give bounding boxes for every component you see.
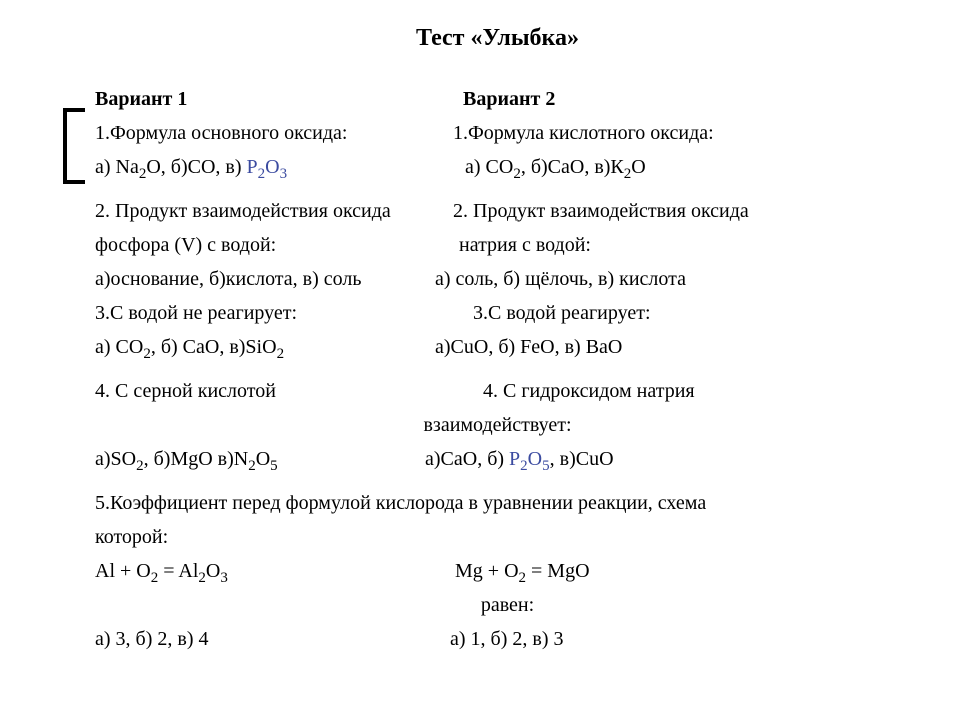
- q1-right-answers: а) CO2, б)CaO, в)К2O: [453, 150, 900, 184]
- q2-right-ans: а) соль, б) щёлочь, в) кислота: [435, 262, 900, 296]
- text: , б)CaO, в)К: [521, 156, 624, 178]
- q1-left-prompt: 1.Формула основного оксида:: [95, 116, 453, 150]
- q5-line2: которой:: [95, 520, 900, 554]
- text: , б)MgO в)N: [144, 448, 249, 470]
- sub: 3: [280, 166, 288, 182]
- q4-right-prompt: 4. С гидроксидом натрия: [453, 374, 900, 408]
- sub: 2: [519, 570, 527, 586]
- q5-text1: 5.Коэффициент перед формулой кислорода в…: [95, 486, 900, 520]
- text: Mg + O: [455, 560, 519, 582]
- sub: 5: [542, 458, 550, 474]
- q2-right-l1: 2. Продукт взаимодействия оксида: [453, 194, 900, 228]
- sub: 2: [520, 458, 528, 474]
- text: = MgO: [526, 560, 590, 582]
- q3-left-ans: а) CO2, б) CaO, в)SiO2: [95, 330, 435, 364]
- q3-answers: а) CO2, б) CaO, в)SiO2 а)CuO, б) FeO, в)…: [95, 330, 900, 364]
- q5-right-ans: а) 1, б) 2, в) 3: [450, 622, 900, 656]
- sub: 2: [277, 346, 285, 362]
- sub: 2: [198, 570, 206, 586]
- q4-prompt: 4. С серной кислотой 4. С гидроксидом на…: [95, 374, 900, 408]
- formula-p2o3: P2O3: [247, 156, 288, 178]
- q4-answers: а)SO2, б)MgO в)N2O5 а)CaO, б) P2O5, в)Cu…: [95, 442, 900, 476]
- q1-prompt-row: 1.Формула основного оксида: 1.Формула ки…: [95, 116, 900, 150]
- q2-right-l2: натрия с водой:: [453, 228, 900, 262]
- q1-right-prompt: 1.Формула кислотного оксида:: [453, 116, 900, 150]
- text: O: [528, 448, 542, 470]
- q5-line1: 5.Коэффициент перед формулой кислорода в…: [95, 486, 900, 520]
- q3-left-prompt: 3.С водой не реагирует:: [95, 296, 453, 330]
- text: а) CO: [465, 156, 513, 178]
- sub: 5: [270, 458, 278, 474]
- header-row: Вариант 1 Вариант 2: [95, 82, 900, 116]
- sub: 2: [248, 458, 256, 474]
- text: Al + O: [95, 560, 151, 582]
- text: , б) CaO, в)SiO: [151, 336, 277, 358]
- q3-prompt: 3.С водой не реагирует: 3.С водой реагир…: [95, 296, 900, 330]
- q2-answers: а)основание, б)кислота, в) соль а) соль,…: [95, 262, 900, 296]
- q5-left-ans: а) 3, б) 2, в) 4: [95, 622, 450, 656]
- q4-left-prompt: 4. С серной кислотой: [95, 374, 453, 408]
- header-left: Вариант 1: [95, 82, 453, 116]
- q5-middle: равен:: [95, 588, 900, 622]
- page-title: Тест «Улыбка»: [95, 25, 900, 52]
- q3-right-ans: а)CuO, б) FeO, в) BaO: [435, 330, 900, 364]
- formula-p2o5: P2O5: [509, 448, 550, 470]
- q4-right-ans: а)CaO, б) P2O5, в)CuO: [425, 442, 900, 476]
- text: P: [247, 156, 258, 178]
- text: O, б)CO, в): [146, 156, 246, 178]
- q2-left-ans: а)основание, б)кислота, в) соль: [95, 262, 435, 296]
- text: а) Na: [95, 156, 139, 178]
- text: , в)CuO: [550, 448, 614, 470]
- q3-right-prompt: 3.С водой реагирует:: [453, 296, 900, 330]
- q5-equations: Al + O2 = Al2O3 Mg + O2 = MgO: [95, 554, 900, 588]
- q5-right-eq: Mg + O2 = MgO: [455, 554, 900, 588]
- q5-answers: а) 3, б) 2, в) 4 а) 1, б) 2, в) 3: [95, 622, 900, 656]
- q4-middle: взаимодействует:: [95, 408, 900, 442]
- text: O: [256, 448, 270, 470]
- q5-text2: которой:: [95, 520, 168, 554]
- text: O: [631, 156, 645, 178]
- text: а)CaO, б): [425, 448, 509, 470]
- text: P: [509, 448, 520, 470]
- sub: 2: [513, 166, 521, 182]
- q1-left-answers: а) Na2O, б)CO, в) P2O3: [95, 150, 453, 184]
- bracket-decoration: [63, 108, 85, 184]
- sub: 2: [136, 458, 144, 474]
- q2-line2: фосфора (V) с водой: натрия с водой:: [95, 228, 900, 262]
- text: а) CO: [95, 336, 143, 358]
- header-right: Вариант 2: [453, 82, 900, 116]
- text: O: [206, 560, 220, 582]
- page: Тест «Улыбка» Вариант 1 Вариант 2 1.Форм…: [0, 0, 960, 686]
- q2-left-l2: фосфора (V) с водой:: [95, 228, 453, 262]
- q2-left-l1: 2. Продукт взаимодействия оксида: [95, 194, 453, 228]
- text: O: [265, 156, 279, 178]
- q1-answers-row: а) Na2O, б)CO, в) P2O3 а) CO2, б)CaO, в)…: [95, 150, 900, 184]
- q2-line1: 2. Продукт взаимодействия оксида 2. Прод…: [95, 194, 900, 228]
- text: а)SO: [95, 448, 136, 470]
- text: = Al: [158, 560, 198, 582]
- sub: 3: [220, 570, 228, 586]
- sub: 2: [143, 346, 151, 362]
- q4-left-ans: а)SO2, б)MgO в)N2O5: [95, 442, 425, 476]
- q5-left-eq: Al + O2 = Al2O3: [95, 554, 455, 588]
